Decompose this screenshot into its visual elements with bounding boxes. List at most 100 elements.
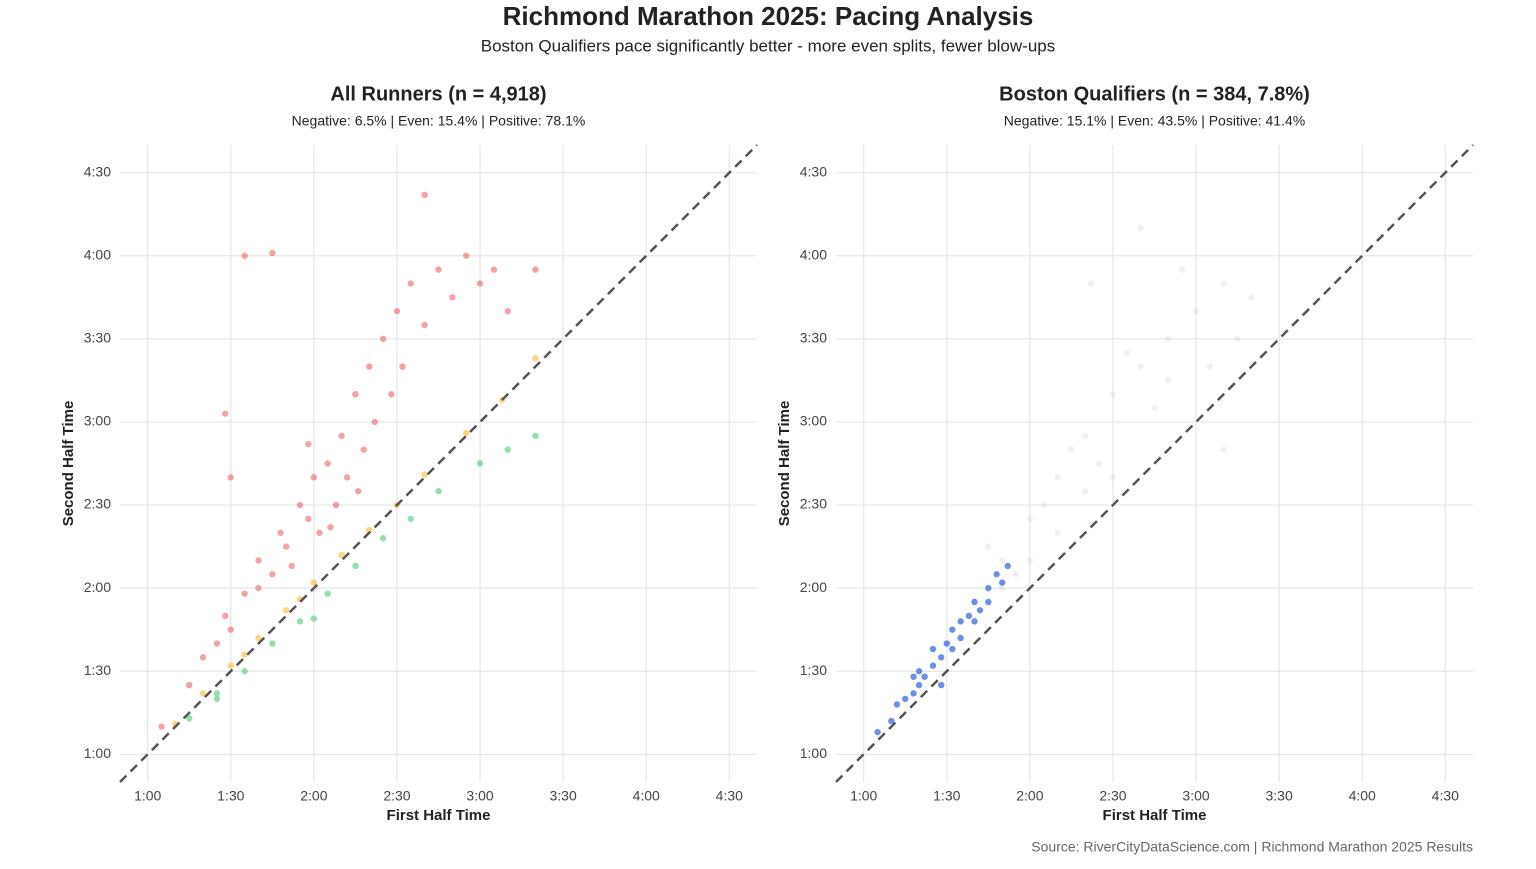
point <box>407 515 415 523</box>
y-tick-label: 3:00 <box>800 413 827 429</box>
point <box>213 695 221 703</box>
point <box>354 487 362 495</box>
x-tick-label: 4:00 <box>1349 788 1376 804</box>
point <box>222 410 229 417</box>
point <box>332 501 340 509</box>
point <box>532 355 539 362</box>
point <box>1087 280 1095 287</box>
point <box>310 615 318 622</box>
point <box>1054 474 1061 481</box>
x-tick-label: 1:00 <box>850 788 877 804</box>
y-tick-label: 3:30 <box>800 330 827 346</box>
point <box>379 535 387 542</box>
point <box>316 529 323 536</box>
point <box>241 668 248 675</box>
point <box>1192 307 1200 315</box>
point <box>971 618 978 625</box>
point <box>241 590 248 597</box>
point <box>241 651 248 658</box>
x-tick-label: 3:30 <box>1266 788 1293 804</box>
point <box>421 191 428 199</box>
point <box>213 640 221 647</box>
x-tick-label: 2:30 <box>1099 788 1126 804</box>
point <box>1178 266 1186 273</box>
point <box>199 690 207 697</box>
point <box>504 446 511 453</box>
point <box>343 474 351 481</box>
point <box>910 690 917 697</box>
point <box>949 626 956 633</box>
point <box>352 391 359 398</box>
point <box>222 612 229 620</box>
point <box>462 429 470 437</box>
point <box>1068 446 1075 453</box>
point <box>324 460 331 467</box>
point <box>435 487 442 495</box>
point <box>976 607 984 614</box>
point <box>255 557 262 564</box>
x-axis-title: First Half Time <box>387 807 491 824</box>
point <box>915 681 923 689</box>
y-axis-title: Second Half Time <box>60 401 77 527</box>
point <box>1040 501 1047 509</box>
point <box>957 634 964 642</box>
point <box>965 612 973 620</box>
x-tick-label: 1:30 <box>933 788 960 804</box>
point <box>1248 294 1255 301</box>
point <box>158 723 165 730</box>
point <box>1165 335 1172 343</box>
point <box>1234 335 1241 343</box>
x-tick-label: 2:30 <box>383 788 410 804</box>
point <box>902 695 909 703</box>
y-tick-label: 3:30 <box>84 330 111 346</box>
point <box>366 526 373 534</box>
source: Source: RiverCityDataScience.com | Richm… <box>1031 839 1473 855</box>
point <box>985 598 992 606</box>
point <box>227 662 234 669</box>
y-tick-label: 4:30 <box>84 163 111 179</box>
point <box>435 266 442 273</box>
panel-title: All Runners (n = 4,918) <box>330 83 546 105</box>
point <box>998 584 1006 592</box>
point <box>360 446 367 453</box>
point <box>998 557 1006 564</box>
panel-title: Boston Qualifiers (n = 384, 7.8%) <box>999 83 1310 105</box>
point <box>296 501 304 509</box>
point <box>921 673 928 680</box>
y-tick-label: 1:00 <box>800 745 827 761</box>
x-axis-title: First Half Time <box>1103 807 1207 824</box>
point <box>1220 446 1227 453</box>
point <box>407 280 415 287</box>
point <box>269 249 276 257</box>
point <box>490 266 498 273</box>
point <box>915 668 923 675</box>
point <box>910 673 917 680</box>
point <box>241 252 248 259</box>
point <box>393 307 401 315</box>
point <box>1082 487 1089 495</box>
y-tick-label: 4:30 <box>800 163 827 179</box>
point <box>938 681 945 689</box>
point <box>199 654 207 661</box>
point <box>888 717 895 725</box>
panel-subtitle: Negative: 15.1% | Even: 43.5% | Positive… <box>1004 113 1305 129</box>
point <box>186 681 193 689</box>
y-axis-title: Second Half Time <box>776 401 793 527</box>
y-tick-label: 1:00 <box>84 745 111 761</box>
point <box>282 543 290 550</box>
point <box>449 294 456 301</box>
y-tick-label: 4:00 <box>800 246 827 262</box>
x-tick-label: 3:00 <box>1182 788 1209 804</box>
point <box>938 654 945 661</box>
point <box>421 321 428 329</box>
panel-subtitle: Negative: 6.5% | Even: 15.4% | Positive:… <box>292 113 586 129</box>
x-tick-label: 4:30 <box>716 788 743 804</box>
point <box>1137 363 1144 370</box>
point <box>399 363 406 370</box>
y-tick-label: 2:30 <box>800 496 827 512</box>
x-tick-label: 4:30 <box>1432 788 1459 804</box>
point <box>186 715 193 722</box>
x-tick-label: 1:00 <box>134 788 161 804</box>
point <box>1123 349 1131 356</box>
